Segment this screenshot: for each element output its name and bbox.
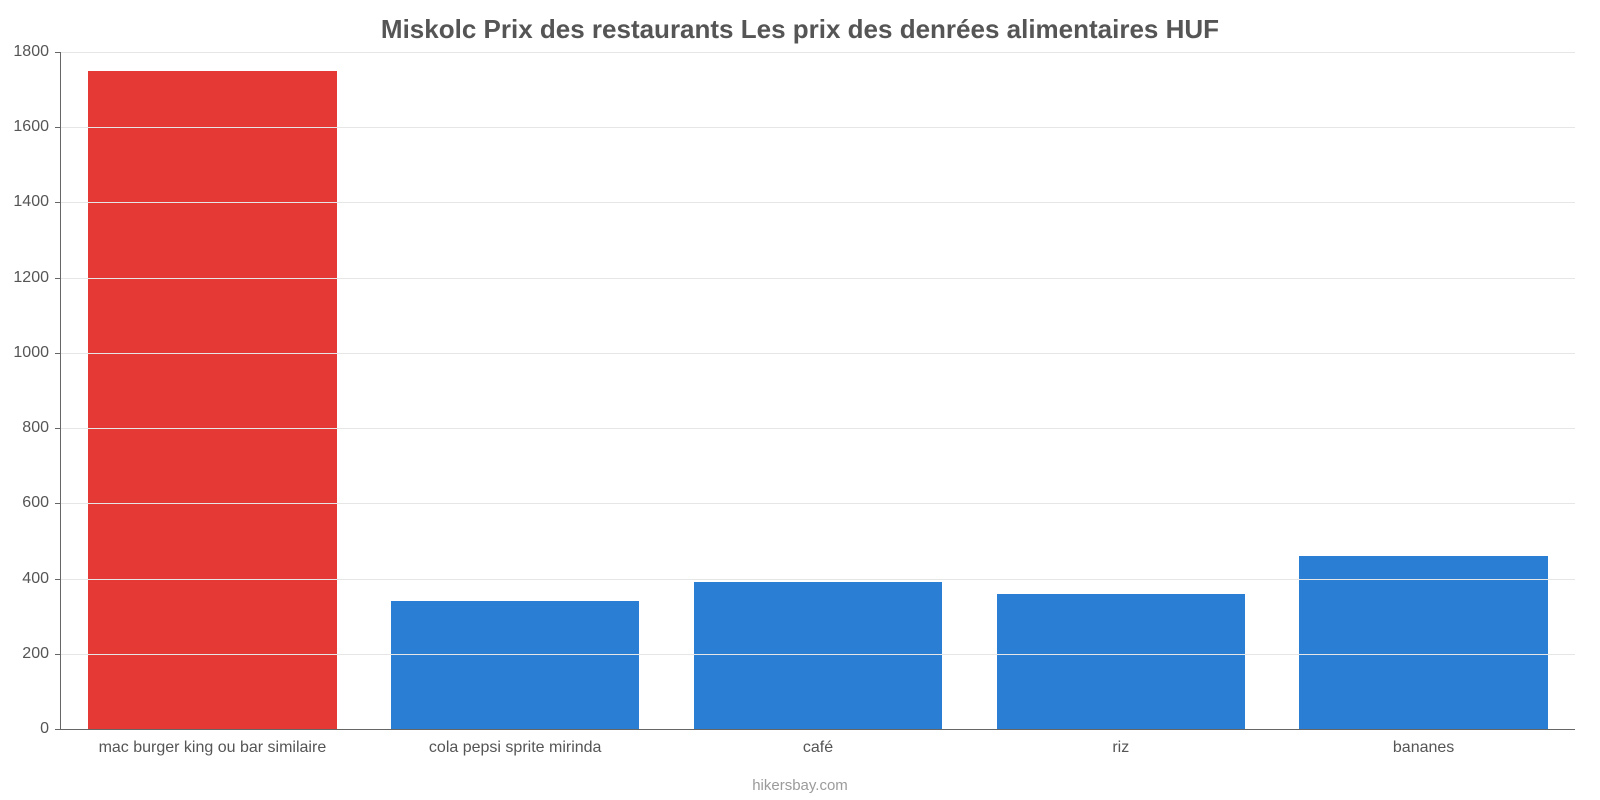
gridline [61, 503, 1575, 504]
y-tick-label: 400 [22, 570, 61, 588]
y-tick-label: 1000 [13, 344, 61, 362]
gridline [61, 579, 1575, 580]
x-tick-label: mac burger king ou bar similaire [99, 729, 327, 757]
gridline [61, 428, 1575, 429]
y-tick-label: 1600 [13, 118, 61, 136]
y-tick-label: 200 [22, 645, 61, 663]
bar [88, 71, 336, 729]
gridline [61, 202, 1575, 203]
gridline [61, 127, 1575, 128]
x-tick-label: bananes [1393, 729, 1454, 757]
chart-title: Miskolc Prix des restaurants Les prix de… [0, 14, 1600, 45]
y-tick-label: 800 [22, 419, 61, 437]
y-tick-label: 1800 [13, 43, 61, 61]
y-tick-label: 1400 [13, 193, 61, 211]
chart-plot-area: HUF 1.8KHUF 340HUF 390HUF 360HUF 460 020… [60, 52, 1575, 730]
y-tick-label: 0 [40, 720, 61, 738]
y-tick-label: 600 [22, 494, 61, 512]
x-tick-label: riz [1112, 729, 1129, 757]
y-tick-label: 1200 [13, 269, 61, 287]
bar [1299, 556, 1547, 729]
bars-layer: HUF 1.8KHUF 340HUF 390HUF 360HUF 460 [61, 52, 1575, 729]
gridline [61, 654, 1575, 655]
gridline [61, 52, 1575, 53]
bar [997, 594, 1245, 729]
attribution-text: hikersbay.com [0, 777, 1600, 794]
x-tick-label: café [803, 729, 833, 757]
chart-container: Miskolc Prix des restaurants Les prix de… [0, 0, 1600, 800]
bar [694, 582, 942, 729]
bar [391, 601, 639, 729]
gridline [61, 278, 1575, 279]
gridline [61, 353, 1575, 354]
x-tick-label: cola pepsi sprite mirinda [429, 729, 602, 757]
